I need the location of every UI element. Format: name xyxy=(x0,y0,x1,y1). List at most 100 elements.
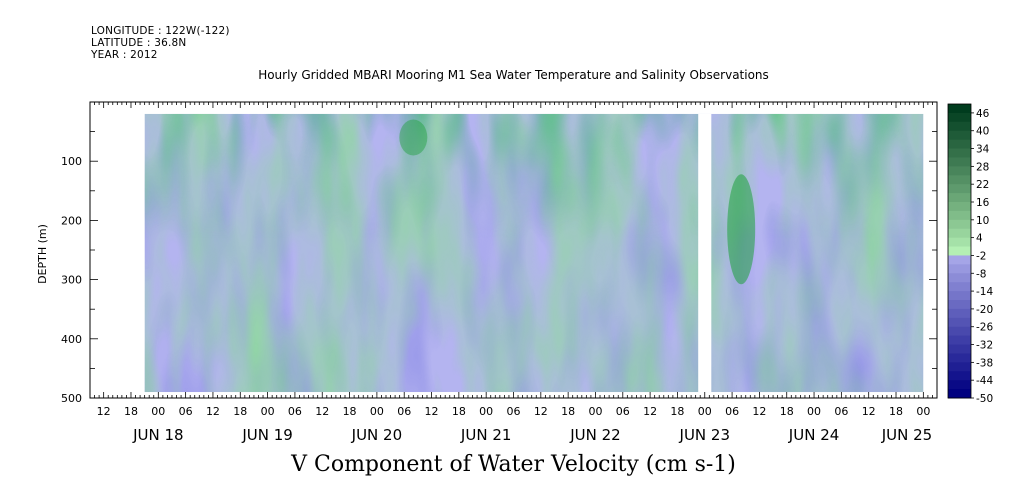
colorbar-band xyxy=(948,335,971,346)
x-axis-title: V Component of Water Velocity (cm s-1) xyxy=(291,452,736,477)
x-day-label: JUN 19 xyxy=(241,426,292,444)
colorbar-band xyxy=(948,273,971,283)
x-tick-label: 18 xyxy=(670,405,684,418)
colorbar-frame xyxy=(947,103,972,399)
colorbar-band xyxy=(948,255,971,265)
x-tick-label: 06 xyxy=(725,405,739,418)
colorbar-band xyxy=(948,326,971,337)
x-tick-label: 18 xyxy=(780,405,794,418)
x-tick-label: 12 xyxy=(425,405,439,418)
x-tick-label: 00 xyxy=(151,405,165,418)
colorbar-band xyxy=(948,282,971,292)
colorbar-band xyxy=(948,166,971,176)
colorbar-band xyxy=(948,246,971,256)
y-tick-label: 400 xyxy=(61,333,82,346)
colorbar-band xyxy=(948,210,971,221)
x-day-label: JUN 21 xyxy=(460,426,511,444)
colorbar-band xyxy=(948,104,971,114)
y-tick-label: 300 xyxy=(61,274,82,287)
latitude-label: LATITUDE : 36.8N xyxy=(91,37,187,49)
colorbar-band xyxy=(948,130,971,141)
colorbar-label: -38 xyxy=(976,357,993,369)
x-tick-label: 06 xyxy=(616,405,630,418)
x-day-label: JUN 23 xyxy=(679,426,730,444)
x-tick-label: 12 xyxy=(643,405,657,418)
field-strong-core xyxy=(399,119,428,156)
colorbar-band xyxy=(948,175,971,185)
x-day-label: JUN 18 xyxy=(132,426,183,444)
colorbar-band xyxy=(948,148,971,158)
x-tick-label: 06 xyxy=(397,405,411,418)
colorbar-band xyxy=(948,380,971,390)
colorbar-label: 10 xyxy=(976,215,989,227)
colorbar-band xyxy=(948,228,971,239)
x-tick-label: 18 xyxy=(233,405,247,418)
colorbar-band xyxy=(948,202,971,212)
x-day-label: JUN 25 xyxy=(881,426,932,444)
colorbar-label: 40 xyxy=(976,126,989,138)
colorbar-band xyxy=(948,300,971,310)
colorbar-label: 16 xyxy=(976,197,990,209)
field-strong-core xyxy=(727,174,756,285)
colorbar-band xyxy=(948,291,971,301)
colorbar-band xyxy=(948,193,971,203)
data-gap xyxy=(698,113,712,393)
colorbar-band xyxy=(948,219,971,230)
colorbar-band xyxy=(948,237,971,248)
x-tick-label: 06 xyxy=(834,405,848,418)
x-tick-label: 12 xyxy=(534,405,548,418)
colorbar-band xyxy=(948,362,971,372)
colorbar-label: -2 xyxy=(976,250,986,262)
x-day-label: JUN 20 xyxy=(351,426,402,444)
x-tick-label: 12 xyxy=(206,405,220,418)
year-label: YEAR : 2012 xyxy=(91,49,158,61)
x-tick-label: 06 xyxy=(507,405,521,418)
colorbar-label: -44 xyxy=(976,375,993,387)
colorbar-band xyxy=(948,112,971,123)
x-tick-label: 00 xyxy=(370,405,384,418)
colorbar: 46 40 34 28 22 16 10 4 -2 -8 -14 -20 -26 -32 -38 -44 -50 xyxy=(947,103,993,405)
colorbar-band xyxy=(948,157,971,167)
x-tick-label: 06 xyxy=(288,405,302,418)
x-tick-label: 18 xyxy=(889,405,903,418)
colorbar-band xyxy=(948,344,971,354)
colorbar-label: -14 xyxy=(976,286,993,298)
x-tick-label: 00 xyxy=(698,405,712,418)
y-tick-label: 100 xyxy=(61,155,82,168)
x-tick-label: 12 xyxy=(752,405,766,418)
colorbar-label: -32 xyxy=(976,340,993,352)
plot-axes: 12 18 00 06 12 18 00 06 12 18 00 06 12 18 00 06 12 18 00 06… xyxy=(36,101,938,444)
colorbar-label: -8 xyxy=(976,268,986,280)
x-tick-label: 12 xyxy=(862,405,876,418)
x-tick-label: 18 xyxy=(452,405,466,418)
x-tick-label: 00 xyxy=(807,405,821,418)
x-tick-label: 18 xyxy=(343,405,357,418)
colorbar-label: 22 xyxy=(976,179,989,191)
colorbar-band xyxy=(948,317,971,328)
colorbar-band xyxy=(948,389,971,399)
x-tick-label: 06 xyxy=(179,405,193,418)
field-surface-jet xyxy=(144,113,924,393)
colorbar-label: -26 xyxy=(976,322,993,334)
chart-title: Hourly Gridded MBARI Mooring M1 Sea Wate… xyxy=(258,68,769,82)
colorbar-band xyxy=(948,121,971,132)
colorbar-band xyxy=(948,353,971,363)
longitude-label: LONGITUDE : 122W(-122) xyxy=(91,25,230,37)
y-tick-label: 500 xyxy=(61,392,82,405)
colorbar-band xyxy=(948,308,971,319)
x-tick-label: 00 xyxy=(261,405,275,418)
x-day-label: JUN 22 xyxy=(569,426,620,444)
x-day-label: JUN 24 xyxy=(788,426,839,444)
x-tick-label: 18 xyxy=(124,405,138,418)
colorbar-band xyxy=(948,371,971,381)
colorbar-band xyxy=(948,264,971,274)
colorbar-label: 4 xyxy=(976,233,983,245)
y-axis-title: DEPTH (m) xyxy=(36,224,49,284)
colorbar-band xyxy=(948,139,971,150)
y-tick-label: 200 xyxy=(61,214,82,227)
velocity-field xyxy=(144,113,924,393)
x-tick-label: 12 xyxy=(97,405,111,418)
x-tick-label: 00 xyxy=(916,405,930,418)
colorbar-label: -50 xyxy=(976,393,993,405)
